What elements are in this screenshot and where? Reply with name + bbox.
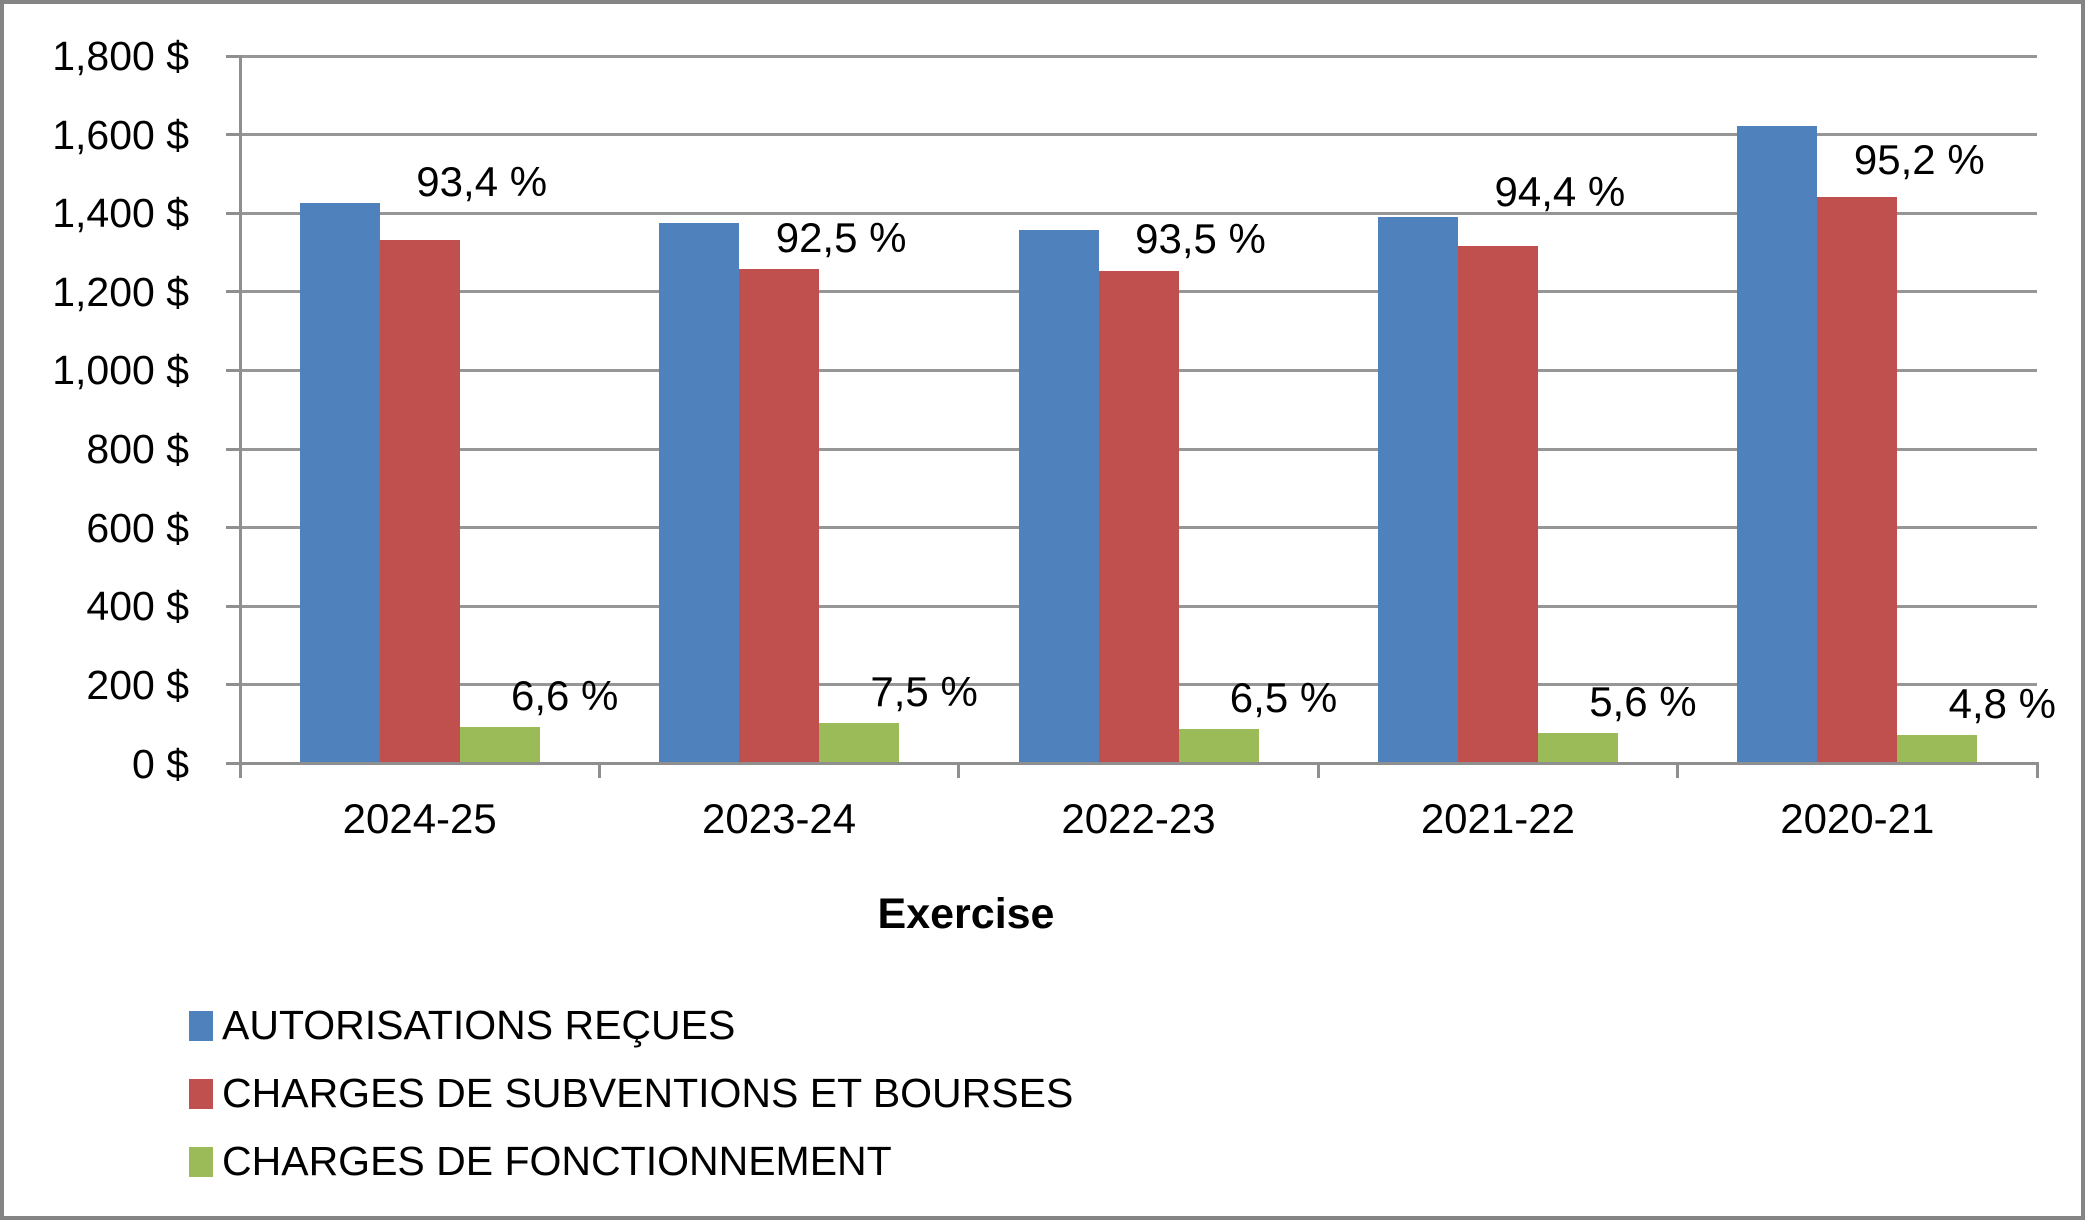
- legend-label: CHARGES DE SUBVENTIONS ET BOURSES: [222, 1070, 1074, 1116]
- y-axis-tick: [226, 211, 240, 215]
- y-axis-label: 0 $: [132, 740, 189, 787]
- y-axis-tick: [226, 526, 240, 530]
- y-axis-label: 200 $: [86, 661, 189, 708]
- data-label-fonctionnement-2021-22: 5,6 %: [1589, 677, 1697, 725]
- bar-charges-subventions-bourses-2020-21: [1817, 197, 1898, 764]
- gridline: [240, 211, 2037, 215]
- y-axis-label: 1,600 $: [52, 111, 189, 158]
- legend-label: AUTORISATIONS REÇUES: [222, 1002, 736, 1048]
- y-axis-tick: [226, 447, 240, 451]
- x-axis-category-label: 2023-24: [702, 795, 857, 842]
- data-label-fonctionnement-2020-21: 4,8 %: [1948, 679, 2056, 727]
- data-label-fonctionnement-2024-25: 6,6 %: [510, 671, 619, 719]
- y-axis-tick: [226, 683, 240, 687]
- bar-autorisations-recues-2022-23: [1018, 230, 1099, 764]
- x-axis-line: [238, 762, 2039, 765]
- x-axis-tick: [238, 763, 242, 778]
- x-axis-tick: [957, 763, 961, 778]
- legend-swatch-blue: [189, 1011, 213, 1041]
- y-axis-label: 1,000 $: [52, 347, 189, 394]
- bar-autorisations-recues-2023-24: [659, 223, 740, 764]
- legend-swatch-red: [189, 1079, 213, 1109]
- data-label-subventions-2022-23: 93,5 %: [1135, 214, 1266, 262]
- legend-label: CHARGES DE FONCTIONNEMENT: [222, 1138, 892, 1184]
- y-axis-line: [238, 54, 242, 765]
- bar-charges-subventions-bourses-2022-23: [1098, 270, 1179, 764]
- y-axis-tick: [226, 133, 240, 137]
- bar-autorisations-recues-2020-21: [1737, 125, 1818, 764]
- data-label-subventions-2024-25: 93,4 %: [416, 158, 548, 206]
- bar-charges-fonctionnement-2020-21: [1897, 734, 1978, 764]
- y-axis-tick: [226, 604, 240, 608]
- x-axis-category-label: 2024-25: [342, 795, 497, 842]
- bar-charges-fonctionnement-2021-22: [1537, 732, 1618, 764]
- y-axis-tick: [226, 54, 240, 58]
- y-axis-tick: [226, 762, 240, 765]
- x-axis-tick: [1676, 763, 1680, 778]
- bar-charges-subventions-bourses-2024-25: [379, 240, 460, 764]
- x-axis-category-label: 2021-22: [1420, 795, 1575, 842]
- x-axis-tick: [1316, 763, 1320, 778]
- data-label-subventions-2020-21: 95,2 %: [1853, 136, 1985, 184]
- x-axis-category-label: 2022-23: [1061, 795, 1216, 842]
- y-axis-label: 400 $: [86, 583, 189, 630]
- bar-charges-subventions-bourses-2021-22: [1457, 245, 1538, 764]
- y-axis-label: 1,200 $: [52, 268, 189, 315]
- x-axis-title: Exercise: [877, 890, 1055, 938]
- data-label-fonctionnement-2022-23: 6,5 %: [1229, 674, 1338, 722]
- x-axis-tick: [2035, 763, 2039, 778]
- y-axis-label: 1,800 $: [52, 33, 189, 79]
- data-label-subventions-2023-24: 92,5 %: [775, 214, 907, 262]
- y-axis-label: 800 $: [86, 426, 189, 473]
- x-axis-tick: [597, 763, 601, 778]
- bar-charges-fonctionnement-2024-25: [459, 726, 540, 764]
- data-label-subventions-2021-22: 94,4 %: [1494, 167, 1626, 215]
- gridline: [240, 54, 2037, 58]
- y-axis-label: 600 $: [86, 504, 189, 551]
- bar-charges-fonctionnement-2023-24: [819, 723, 900, 764]
- bar-autorisations-recues-2024-25: [299, 203, 380, 764]
- y-axis-tick: [226, 290, 240, 294]
- y-axis-tick: [226, 368, 240, 372]
- x-axis-category-label: 2020-21: [1780, 795, 1935, 842]
- data-label-fonctionnement-2023-24: 7,5 %: [870, 668, 978, 716]
- bar-autorisations-recues-2021-22: [1377, 216, 1458, 764]
- bar-charges-subventions-bourses-2023-24: [739, 269, 820, 764]
- y-axis-label: 1,400 $: [52, 190, 189, 237]
- legend-swatch-green: [189, 1147, 213, 1177]
- bar-charges-fonctionnement-2022-23: [1178, 729, 1259, 764]
- gridline: [240, 133, 2037, 137]
